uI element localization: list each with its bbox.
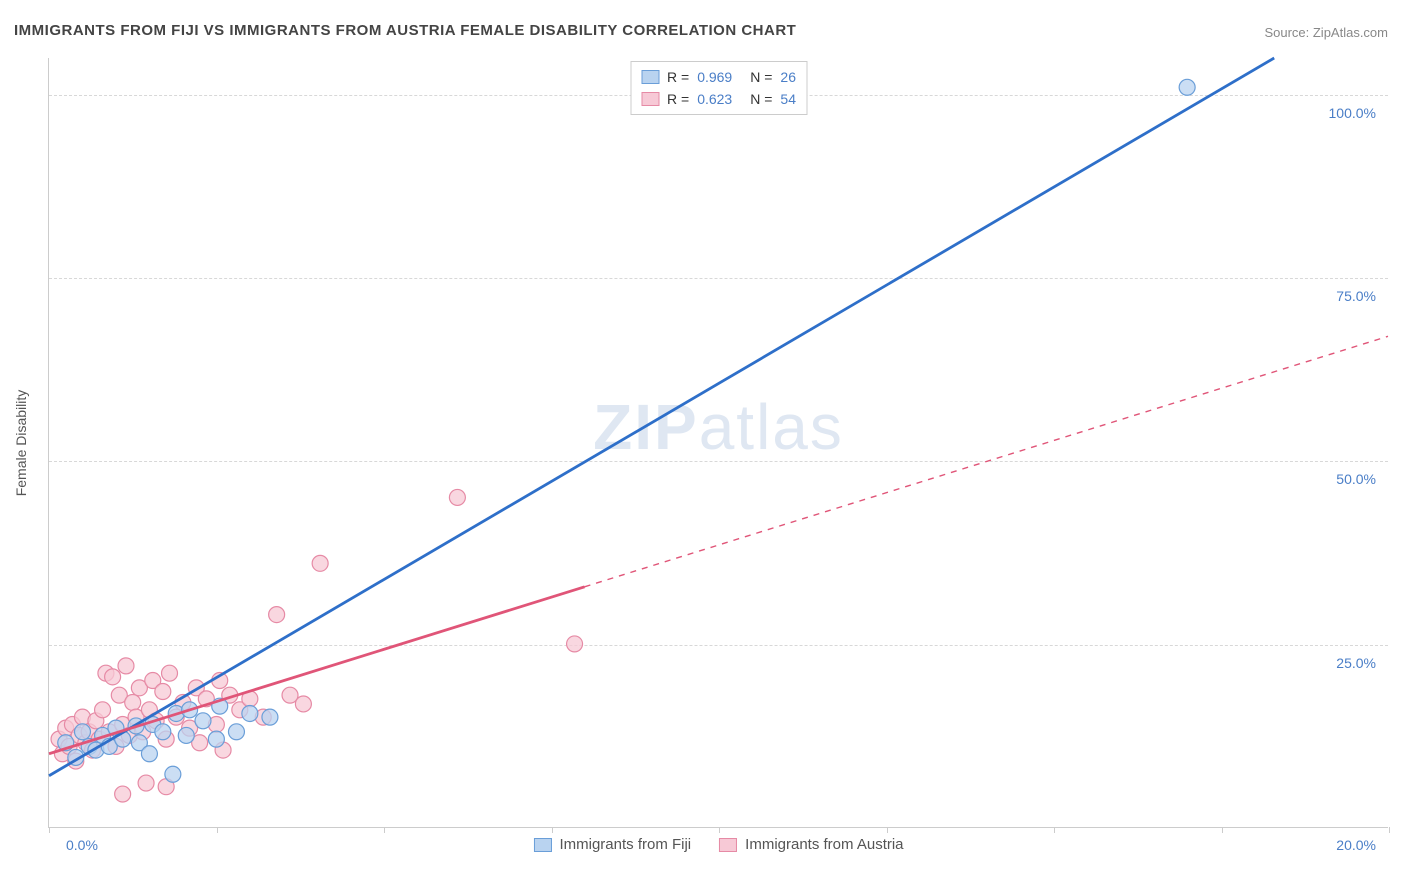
scatter-point [178,727,194,743]
scatter-point [138,775,154,791]
scatter-point [165,766,181,782]
x-tick-mark [1389,827,1390,833]
scatter-point [295,696,311,712]
bottom-legend-fiji: Immigrants from Fiji [533,836,691,853]
scatter-point [155,684,171,700]
scatter-point [242,705,258,721]
scatter-point [74,724,90,740]
scatter-point [208,731,224,747]
scatter-point [228,724,244,740]
scatter-point [95,702,111,718]
scatter-point [118,658,134,674]
swatch-fiji-bottom [533,838,551,852]
scatter-point [162,665,178,681]
scatter-point [141,746,157,762]
scatter-point [1179,79,1195,95]
bottom-legend: Immigrants from Fiji Immigrants from Aus… [533,836,903,853]
plot-frame: ZIPatlas 25.0%50.0%75.0%100.0% R = 0.969… [48,58,1388,828]
scatter-point [155,724,171,740]
y-axis-label: Female Disability [13,389,29,496]
x-tick-mark [1054,827,1055,833]
x-tick-mark [1222,827,1223,833]
chart-container: IMMIGRANTS FROM FIJI VS IMMIGRANTS FROM … [0,0,1406,892]
source-attribution: Source: ZipAtlas.com [1264,25,1388,40]
trend-line [49,58,1274,776]
bottom-legend-austria: Immigrants from Austria [719,836,903,853]
x-tick-20: 20.0% [1336,837,1376,853]
scatter-point [312,555,328,571]
scatter-point [262,709,278,725]
scatter-point [449,489,465,505]
x-tick-0: 0.0% [66,837,98,853]
x-tick-mark [887,827,888,833]
correlation-legend: R = 0.969 N = 26 R = 0.623 N = 54 [630,61,807,115]
legend-row-austria: R = 0.623 N = 54 [641,88,796,110]
scatter-point [105,669,121,685]
swatch-fiji [641,70,659,84]
scatter-point [125,695,141,711]
scatter-point [195,713,211,729]
trend-line-dashed [585,336,1388,586]
x-tick-mark [49,827,50,833]
swatch-austria [641,92,659,106]
x-tick-mark [552,827,553,833]
x-tick-mark [217,827,218,833]
x-tick-mark [719,827,720,833]
swatch-austria-bottom [719,838,737,852]
scatter-point [269,607,285,623]
scatter-svg [49,58,1388,827]
scatter-point [567,636,583,652]
x-tick-mark [384,827,385,833]
scatter-point [115,786,131,802]
legend-row-fiji: R = 0.969 N = 26 [641,66,796,88]
chart-title: IMMIGRANTS FROM FIJI VS IMMIGRANTS FROM … [14,22,796,39]
plot-area: ZIPatlas 25.0%50.0%75.0%100.0% R = 0.969… [48,58,1388,828]
